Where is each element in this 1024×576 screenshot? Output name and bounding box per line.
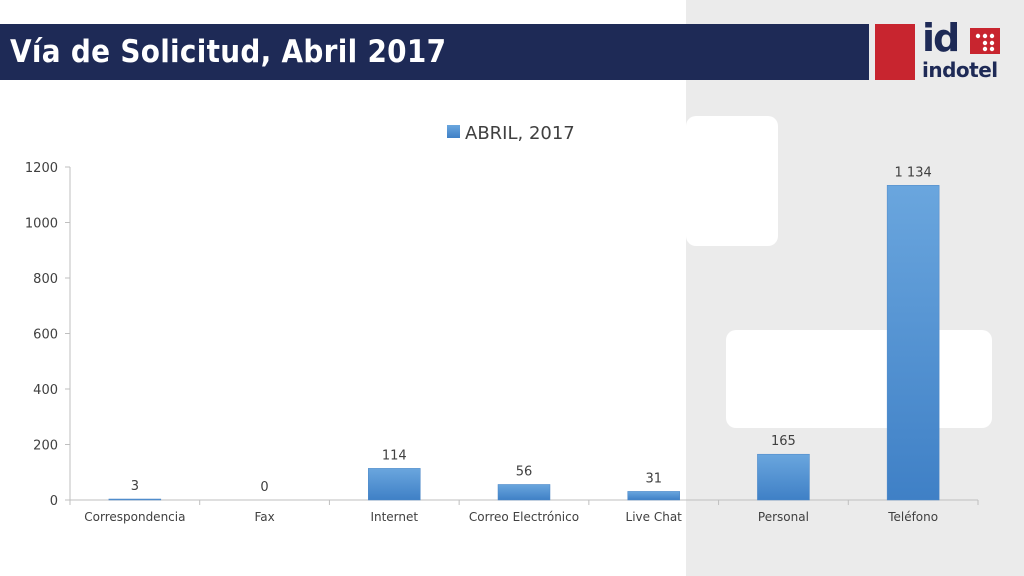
bar-personal [757, 453, 810, 501]
title-bar: Vía de Solicitud, Abril 2017 [0, 24, 869, 80]
bar-live-chat [627, 491, 680, 501]
legend-swatch [447, 125, 460, 138]
y-tick-label: 200 [33, 439, 58, 454]
bar-value-label: 31 [645, 471, 662, 486]
y-tick-label: 1200 [25, 161, 58, 176]
y-tick-label: 1000 [25, 217, 58, 232]
background-notch-top [686, 116, 778, 246]
x-category-label: Teléfono [887, 510, 938, 524]
bar-tel-fono [886, 185, 940, 501]
x-category-label: Correo Electrónico [469, 510, 579, 524]
logo-name: indotel [922, 58, 998, 82]
x-category-label: Fax [254, 510, 274, 524]
chart-axes: 0 200 400 600 800 1000 1200 [25, 161, 979, 509]
bar-value-label: 0 [260, 480, 268, 495]
y-tick-label: 0 [50, 494, 58, 509]
logo-dots-icon [970, 28, 1000, 54]
legend-label: ABRIL, 2017 [465, 123, 575, 144]
x-category-label: Personal [758, 510, 809, 524]
y-tick-label: 400 [33, 383, 58, 398]
chart-legend: ABRIL, 2017 [447, 123, 575, 144]
bar-correspondencia [108, 498, 162, 501]
bar-correo-electr-nico [497, 484, 551, 501]
x-category-label: Internet [370, 510, 418, 524]
y-tick-label: 800 [33, 272, 58, 287]
bar-value-label: 114 [382, 448, 407, 463]
logo-mark: id [922, 16, 960, 60]
bar-internet [368, 468, 421, 501]
slide-title: Vía de Solicitud, Abril 2017 [10, 34, 447, 70]
x-category-label: Correspondencia [84, 510, 185, 524]
bar-value-label: 3 [131, 479, 139, 494]
indotel-logo: id indotel [920, 16, 1006, 84]
x-category-label: Live Chat [626, 510, 683, 524]
bar-value-label: 1 134 [895, 165, 932, 180]
chart-bars [108, 185, 940, 501]
logo-red-block [875, 24, 915, 80]
background-panel [686, 0, 1024, 576]
bar-value-label: 56 [516, 464, 533, 479]
chart-labels: 3 Correspondencia 0 Fax 114 Internet 56 Correo … [84, 165, 938, 524]
background-notch-middle [726, 330, 992, 428]
y-tick-label: 600 [33, 328, 58, 343]
bar-value-label: 165 [771, 434, 796, 449]
